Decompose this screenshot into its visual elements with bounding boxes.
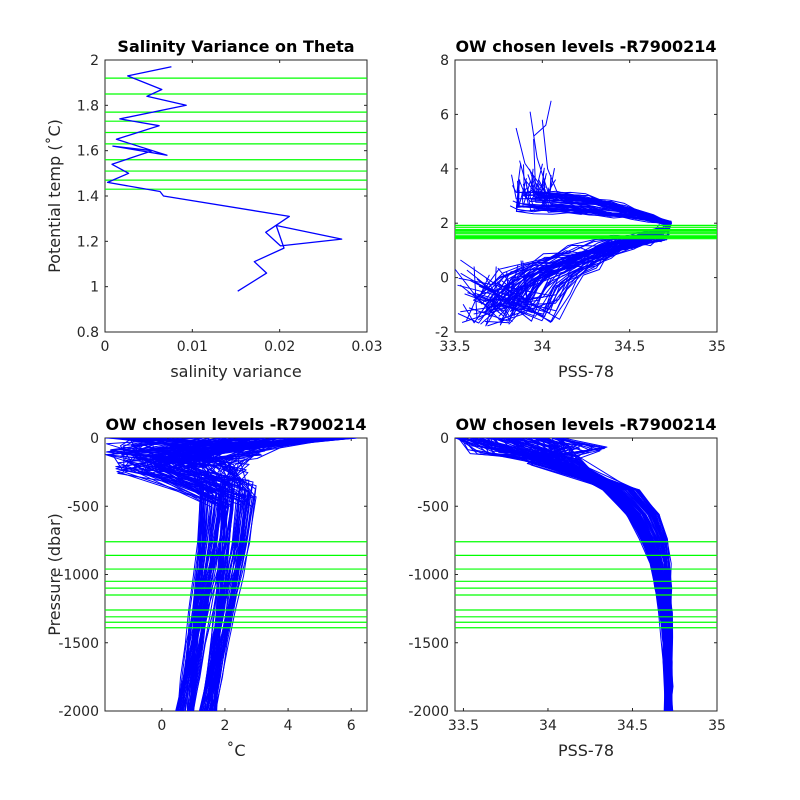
y-tick-label: 4 — [440, 162, 449, 178]
temperature-profile-line — [113, 438, 243, 711]
ts-profile-line — [529, 111, 578, 208]
y-tick-label: 2 — [440, 216, 449, 232]
ts-profile-line — [543, 195, 669, 232]
y-tick-label: 1.6 — [77, 144, 99, 160]
plot-area — [105, 438, 367, 711]
chart-title: OW chosen levels -R7900214 — [455, 37, 716, 56]
temperature-profile-line — [109, 438, 235, 711]
y-tick-label: -2 — [435, 325, 449, 341]
ts-profile-line — [541, 119, 613, 216]
temperature-profile-line — [189, 438, 338, 711]
chart-title: OW chosen levels -R7900214 — [105, 415, 366, 434]
x-tick-label: 33.5 — [448, 718, 479, 734]
x-tick-label: 0 — [157, 718, 166, 734]
y-tick-label: 8 — [440, 53, 449, 69]
y-tick-label: 1.2 — [77, 234, 99, 250]
x-tick-label: 6 — [347, 718, 356, 734]
panel-temperature-profiles: 0 2 4 6 0 -500 -1000 -1500 -2000 OW chosen levels… — [45, 415, 368, 760]
x-tick-label: 34 — [539, 718, 557, 734]
y-tick-label: 0 — [440, 431, 449, 447]
ts-profile-line — [522, 234, 662, 303]
x-tick-label: 34.5 — [614, 339, 645, 355]
variance-series-line — [106, 66, 343, 292]
x-tick-label: 35 — [708, 718, 726, 734]
temperature-profile-line — [108, 438, 263, 711]
y-tick-label: 0 — [440, 271, 449, 287]
x-tick-label: 2 — [220, 718, 229, 734]
temperature-profile-line — [187, 438, 273, 711]
y-tick-label: -500 — [417, 499, 449, 515]
temperature-profile-line — [110, 438, 349, 711]
ts-profile-line — [538, 179, 669, 225]
y-tick-label: -500 — [67, 499, 99, 515]
ts-profile-line — [506, 227, 665, 305]
ts-profile-line — [497, 229, 668, 313]
temperature-profile-line — [117, 438, 295, 711]
y-tick-label: 6 — [440, 107, 449, 123]
y-axis-label: Pressure (dbar) — [45, 513, 64, 636]
x-axis-label: ˚C — [226, 741, 245, 760]
salinity-profile-line — [503, 438, 670, 711]
x-tick-label: 0.03 — [351, 339, 382, 355]
y-tick-label: 1.4 — [77, 189, 99, 205]
x-tick-label: 0 — [101, 339, 110, 355]
salinity-profile-line — [504, 438, 669, 711]
y-tick-label: -1000 — [408, 568, 449, 584]
x-axis-label: salinity variance — [170, 362, 301, 381]
salinity-profile-line — [515, 438, 671, 711]
temperature-profile-line — [106, 438, 264, 711]
x-axis-label: PSS-78 — [558, 741, 614, 760]
y-tick-label: -1000 — [58, 568, 99, 584]
temperature-profile-line — [131, 438, 257, 711]
ts-profile-line — [533, 100, 552, 137]
ts-profile-line — [508, 234, 664, 306]
temperature-profile-line — [151, 438, 258, 711]
x-axis-label: PSS-78 — [558, 362, 614, 381]
ts-profile-line — [535, 190, 672, 226]
x-tick-label: 34.5 — [617, 718, 648, 734]
chart-title: OW chosen levels -R7900214 — [455, 415, 716, 434]
panel-salinity-profiles: 33.5 34 34.5 35 0 -500 -1000 -1500 -2000 OW chose… — [408, 415, 726, 760]
ts-profile-line — [466, 234, 661, 322]
plot-area — [455, 100, 717, 327]
ts-profile-line — [515, 127, 547, 194]
ts-profile-line — [533, 138, 630, 219]
chart-title: Salinity Variance on Theta — [117, 37, 354, 56]
panel-salinity-variance: 0 0.01 0.02 0.03 0.8 1 1.2 1.4 1.6 1.8 2 Salinity V… — [45, 37, 383, 381]
temperature-profile-line — [138, 438, 226, 711]
plot-area — [455, 438, 717, 711]
x-tick-label: 0.02 — [264, 339, 295, 355]
y-tick-label: -2000 — [408, 704, 449, 720]
y-tick-label: 0 — [90, 431, 99, 447]
x-tick-label: 33.5 — [439, 339, 470, 355]
x-tick-label: 4 — [284, 718, 293, 734]
axes-box — [454, 59, 718, 333]
y-tick-label: -2000 — [58, 704, 99, 720]
salinity-profile-line — [479, 438, 671, 711]
y-tick-label: -1500 — [58, 636, 99, 652]
x-tick-label: 0.01 — [177, 339, 208, 355]
y-tick-label: 2 — [90, 53, 99, 69]
y-tick-label: 1.8 — [77, 98, 99, 114]
y-tick-label: 1 — [90, 280, 99, 296]
plot-area — [105, 66, 367, 292]
salinity-profile-line — [511, 438, 674, 711]
y-tick-label: -1500 — [408, 636, 449, 652]
y-tick-label: 0.8 — [77, 325, 99, 341]
panel-theta-vs-salinity: 33.5 34 34.5 35 -2 0 2 4 6 8 OW chosen levels -R79… — [435, 37, 726, 381]
temperature-profile-line — [158, 438, 292, 711]
x-tick-label: 34 — [533, 339, 551, 355]
y-axis-label: Potential temp (˚C) — [45, 119, 64, 273]
x-tick-label: 35 — [708, 339, 726, 355]
